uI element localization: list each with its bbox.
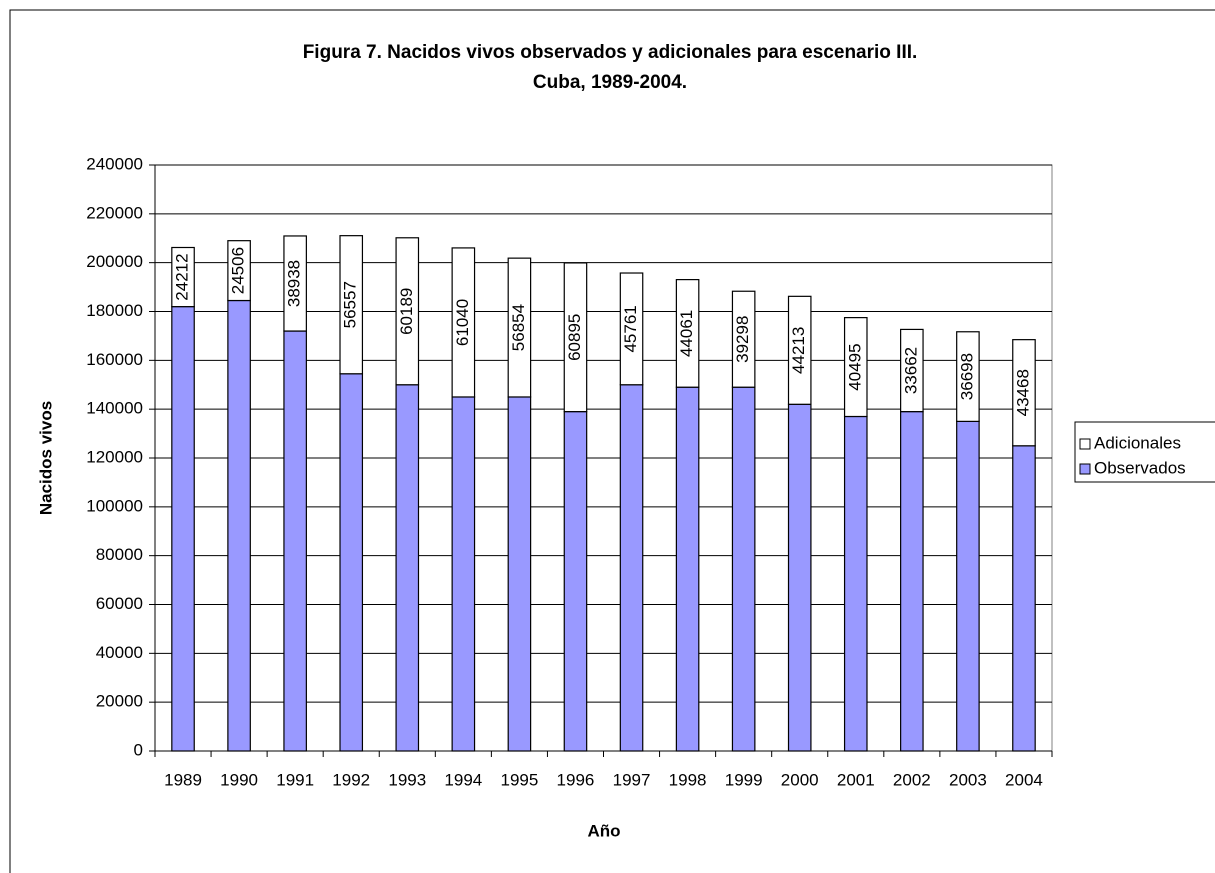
x-tick-label: 1997 bbox=[613, 770, 651, 789]
y-tick-label: 200000 bbox=[86, 252, 143, 271]
bar-segment bbox=[339, 235, 364, 375]
bar-segment bbox=[395, 384, 420, 752]
bar-segment bbox=[171, 306, 195, 752]
bar-segment bbox=[283, 235, 307, 332]
bar-segment bbox=[675, 279, 700, 388]
bar-segment bbox=[787, 295, 812, 405]
data-label: 56557 bbox=[341, 281, 360, 328]
bar-segment bbox=[956, 331, 980, 422]
bar-segment bbox=[1012, 445, 1036, 752]
x-axis-title: Año bbox=[587, 821, 620, 840]
data-label: 45761 bbox=[621, 305, 640, 352]
legend-swatch bbox=[1079, 463, 1091, 475]
x-tick-label: 1996 bbox=[557, 770, 595, 789]
data-label: 60189 bbox=[397, 288, 416, 335]
x-tick-label: 1992 bbox=[332, 770, 370, 789]
data-label: 61040 bbox=[453, 299, 472, 346]
chart-title: Figura 7. Nacidos vivos observados y adi… bbox=[303, 42, 918, 63]
data-label: 39298 bbox=[733, 316, 752, 363]
x-tick-label: 2004 bbox=[1005, 770, 1043, 789]
legend-label: Observados bbox=[1094, 458, 1186, 477]
data-label: 36698 bbox=[957, 353, 976, 400]
bar-segment bbox=[843, 415, 868, 752]
bar-segment bbox=[787, 403, 812, 752]
y-tick-label: 40000 bbox=[96, 643, 143, 662]
bar-segment bbox=[619, 272, 644, 386]
bar-segment bbox=[900, 328, 924, 413]
bar-segment bbox=[451, 247, 476, 398]
bar-segment bbox=[507, 257, 532, 398]
y-tick-label: 180000 bbox=[86, 301, 143, 320]
bar-segment bbox=[563, 262, 588, 413]
bar-segment bbox=[395, 237, 420, 386]
legend-swatch bbox=[1079, 438, 1091, 450]
x-tick-label: 1993 bbox=[388, 770, 426, 789]
y-tick-label: 120000 bbox=[86, 447, 143, 466]
data-label: 24506 bbox=[229, 247, 248, 294]
bar-segment bbox=[619, 384, 644, 752]
data-label: 24212 bbox=[173, 253, 192, 300]
x-tick-label: 1999 bbox=[725, 770, 763, 789]
x-tick-label: 1991 bbox=[276, 770, 314, 789]
x-tick-label: 1989 bbox=[164, 770, 202, 789]
data-label: 40495 bbox=[845, 343, 864, 390]
bar-segment bbox=[900, 411, 924, 752]
y-axis-title: Nacidos vivos bbox=[36, 401, 55, 515]
bar-segment bbox=[507, 396, 532, 752]
x-tick-label: 2000 bbox=[781, 770, 819, 789]
y-tick-label: 140000 bbox=[86, 399, 143, 418]
bar-segment bbox=[171, 246, 195, 308]
y-tick-label: 100000 bbox=[86, 496, 143, 515]
bar-segment bbox=[956, 420, 980, 752]
y-tick-label: 240000 bbox=[86, 154, 143, 173]
x-tick-label: 2003 bbox=[949, 770, 987, 789]
chart-title: Cuba, 1989-2004. bbox=[533, 72, 687, 93]
data-label: 60895 bbox=[565, 314, 584, 361]
y-tick-label: 60000 bbox=[96, 594, 143, 613]
x-tick-label: 1998 bbox=[669, 770, 707, 789]
bar-segment bbox=[731, 290, 756, 388]
bar-segment bbox=[451, 396, 476, 752]
data-label: 43468 bbox=[1013, 369, 1032, 416]
y-tick-label: 160000 bbox=[86, 350, 143, 369]
bar-segment bbox=[227, 299, 251, 752]
y-tick-label: 0 bbox=[134, 740, 143, 759]
bar-segment bbox=[1012, 339, 1036, 447]
x-tick-label: 2002 bbox=[893, 770, 931, 789]
y-tick-label: 20000 bbox=[96, 692, 143, 711]
bar-segment bbox=[731, 386, 756, 752]
data-label: 33662 bbox=[901, 347, 920, 394]
data-label: 56854 bbox=[509, 304, 528, 351]
legend-label: Adicionales bbox=[1094, 433, 1181, 452]
bar-segment bbox=[283, 330, 307, 752]
x-tick-label: 2001 bbox=[837, 770, 875, 789]
bar-segment bbox=[339, 373, 364, 752]
bar-segment bbox=[227, 240, 251, 302]
y-tick-label: 80000 bbox=[96, 545, 143, 564]
bar-segment bbox=[843, 317, 868, 418]
data-label: 38938 bbox=[285, 260, 304, 307]
bar-segment bbox=[563, 411, 588, 752]
bar-segment bbox=[675, 386, 700, 752]
x-tick-label: 1995 bbox=[500, 770, 538, 789]
legend-box bbox=[1074, 421, 1215, 483]
y-tick-label: 220000 bbox=[86, 203, 143, 222]
x-tick-label: 1994 bbox=[444, 770, 482, 789]
data-label: 44061 bbox=[677, 310, 696, 357]
data-label: 44213 bbox=[789, 327, 808, 374]
x-tick-label: 1990 bbox=[220, 770, 258, 789]
